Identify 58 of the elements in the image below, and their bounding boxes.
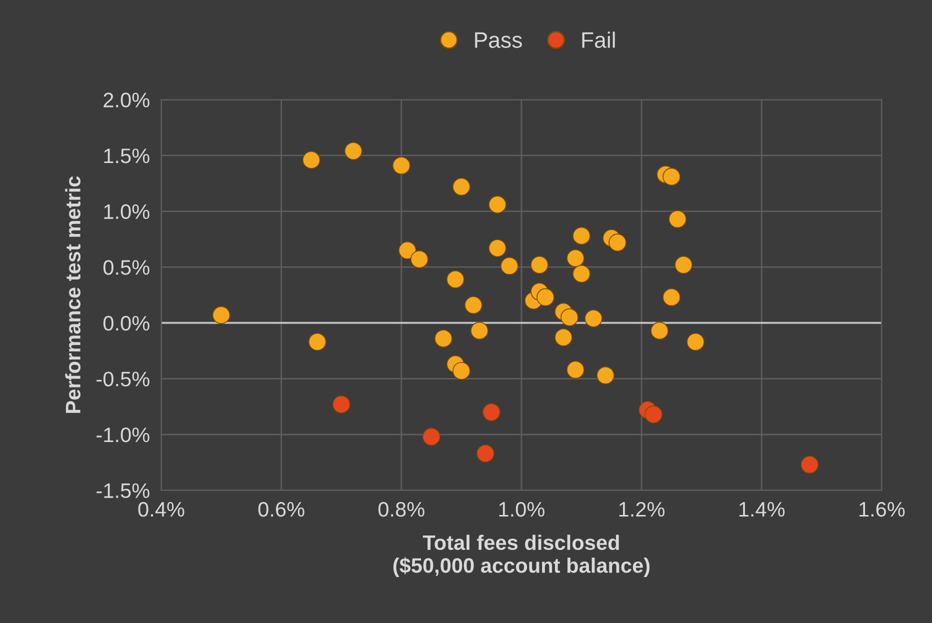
point <box>398 241 416 260</box>
point <box>572 264 590 283</box>
y-tick-label: -1.0% <box>96 428 150 442</box>
point <box>650 322 668 340</box>
point <box>302 151 320 169</box>
point <box>674 256 692 274</box>
point <box>500 257 518 275</box>
point <box>668 210 686 228</box>
legend-label: Fail <box>582 32 615 48</box>
point <box>530 256 548 274</box>
y-tick-label: 0.0% <box>103 316 150 331</box>
y-tick-label: -1.5% <box>96 483 150 498</box>
point <box>488 196 506 214</box>
point <box>566 360 584 379</box>
x-tick-label: 0.4% <box>138 502 184 517</box>
point <box>662 288 680 306</box>
point <box>488 239 506 258</box>
y-tick-label: 2.0% <box>104 92 150 108</box>
y-tick-label: 0.5% <box>103 260 150 275</box>
point <box>470 322 488 340</box>
point <box>584 310 602 328</box>
point <box>572 226 590 245</box>
x-tick-label: 1.6% <box>860 502 905 517</box>
point <box>686 332 704 351</box>
point <box>608 234 626 252</box>
point <box>452 178 470 196</box>
point <box>476 444 494 462</box>
point <box>644 405 662 424</box>
point <box>434 330 452 348</box>
point <box>596 366 614 384</box>
point <box>212 306 230 324</box>
x-tick-label: 0.8% <box>378 502 424 517</box>
point <box>344 142 362 160</box>
point <box>410 250 428 268</box>
x-axis-title: Total fees disclosed ($50,000 account balance) <box>393 534 650 578</box>
x-tick-label: 1.4% <box>739 502 785 517</box>
point <box>566 249 584 268</box>
x-tick-label: 1.0% <box>499 502 544 517</box>
y-tick-label: -0.5% <box>96 372 150 386</box>
point <box>392 156 410 174</box>
x-tick-label: 0.6% <box>258 502 304 517</box>
point <box>536 288 554 306</box>
point <box>800 456 819 474</box>
point <box>422 428 440 446</box>
point <box>332 395 350 414</box>
point <box>452 362 470 380</box>
legend-label: Pass <box>475 32 522 48</box>
point <box>446 270 464 288</box>
y-tick-label: 1.5% <box>104 148 150 164</box>
point <box>560 308 578 326</box>
point <box>464 296 482 314</box>
x-tick-label: 1.2% <box>619 502 665 517</box>
point <box>482 403 500 422</box>
point <box>308 332 326 351</box>
point <box>554 328 572 346</box>
y-axis-title: Performance test metric <box>65 176 80 413</box>
y-tick-label: 1.0% <box>104 204 150 220</box>
point <box>662 168 680 186</box>
